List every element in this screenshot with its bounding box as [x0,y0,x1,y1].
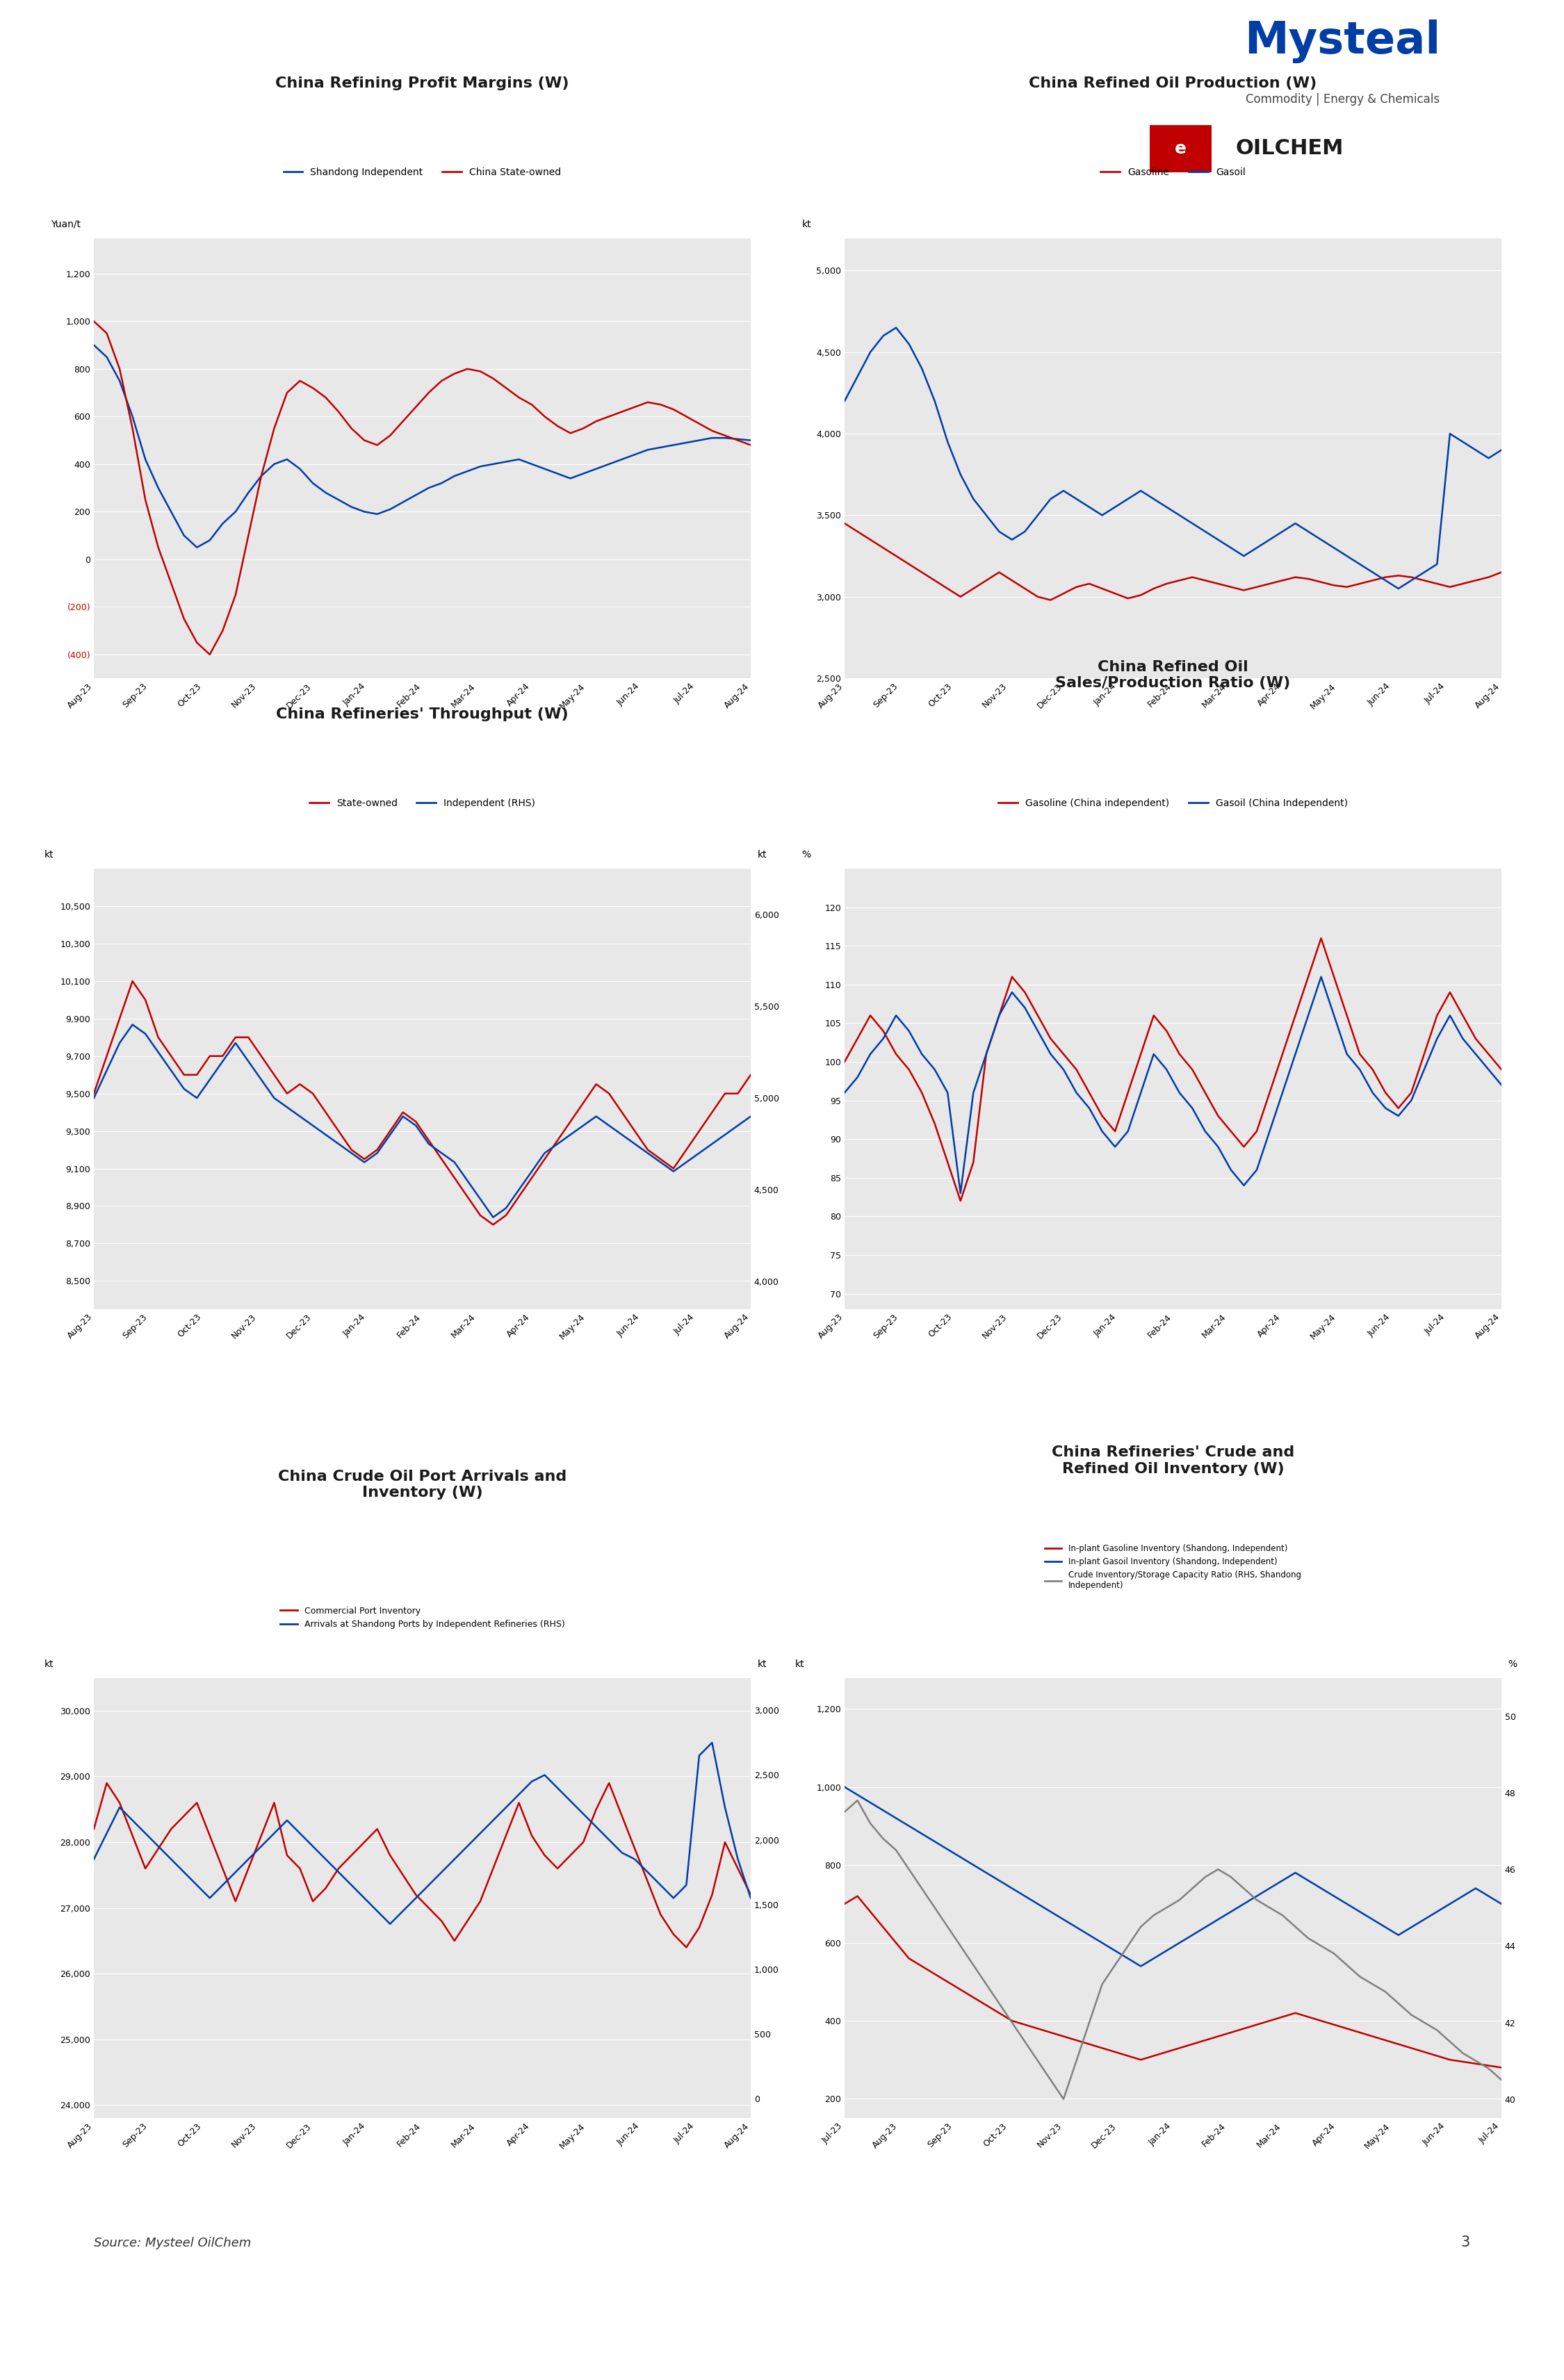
Text: China Refineries' Throughput (W): China Refineries' Throughput (W) [277,707,568,721]
Text: Mysteal: Mysteal [1245,19,1440,64]
Legend: Gasoline (China independent), Gasoil (China Independent): Gasoline (China independent), Gasoil (Ch… [995,795,1351,812]
Text: China Crude Oil Port Arrivals and
Inventory (W): China Crude Oil Port Arrivals and Invent… [278,1468,566,1499]
Text: kt: kt [757,1659,766,1668]
Legend: Shandong Independent, China State-owned: Shandong Independent, China State-owned [280,164,565,181]
Text: Commodity | Energy & Chemicals: Commodity | Energy & Chemicals [1245,93,1439,105]
Text: kt: kt [757,850,766,859]
FancyBboxPatch shape [1150,124,1212,171]
Text: China Refining Profit Margins (W): China Refining Profit Margins (W) [275,76,569,90]
Legend: Commercial Port Inventory, Arrivals at Shandong Ports by Independent Refineries : Commercial Port Inventory, Arrivals at S… [277,1604,568,1633]
Text: kt: kt [802,219,812,228]
Text: kt: kt [44,1659,55,1668]
Text: e: e [1175,140,1187,157]
Text: China Refined Oil Production (W): China Refined Oil Production (W) [1029,76,1317,90]
Text: Yuan/t: Yuan/t [52,219,81,228]
Text: Source: Mysteel OilChem: Source: Mysteel OilChem [94,2237,252,2249]
Text: kt: kt [796,1659,805,1668]
Text: %: % [802,850,812,859]
Text: 3: 3 [1461,2235,1470,2249]
Text: China Refineries' Crude and
Refined Oil Inventory (W): China Refineries' Crude and Refined Oil … [1051,1445,1295,1476]
Text: %: % [1508,1659,1517,1668]
Legend: Gasoline, Gasoil: Gasoline, Gasoil [1096,164,1250,181]
Text: China Refined Oil
Sales/Production Ratio (W): China Refined Oil Sales/Production Ratio… [1056,659,1290,690]
Legend: State-owned, Independent (RHS): State-owned, Independent (RHS) [305,795,540,812]
Text: kt: kt [44,850,55,859]
Legend: In-plant Gasoline Inventory (Shandong, Independent), In-plant Gasoil Inventory (: In-plant Gasoline Inventory (Shandong, I… [1042,1542,1304,1592]
Text: OILCHEM: OILCHEM [1236,138,1343,159]
